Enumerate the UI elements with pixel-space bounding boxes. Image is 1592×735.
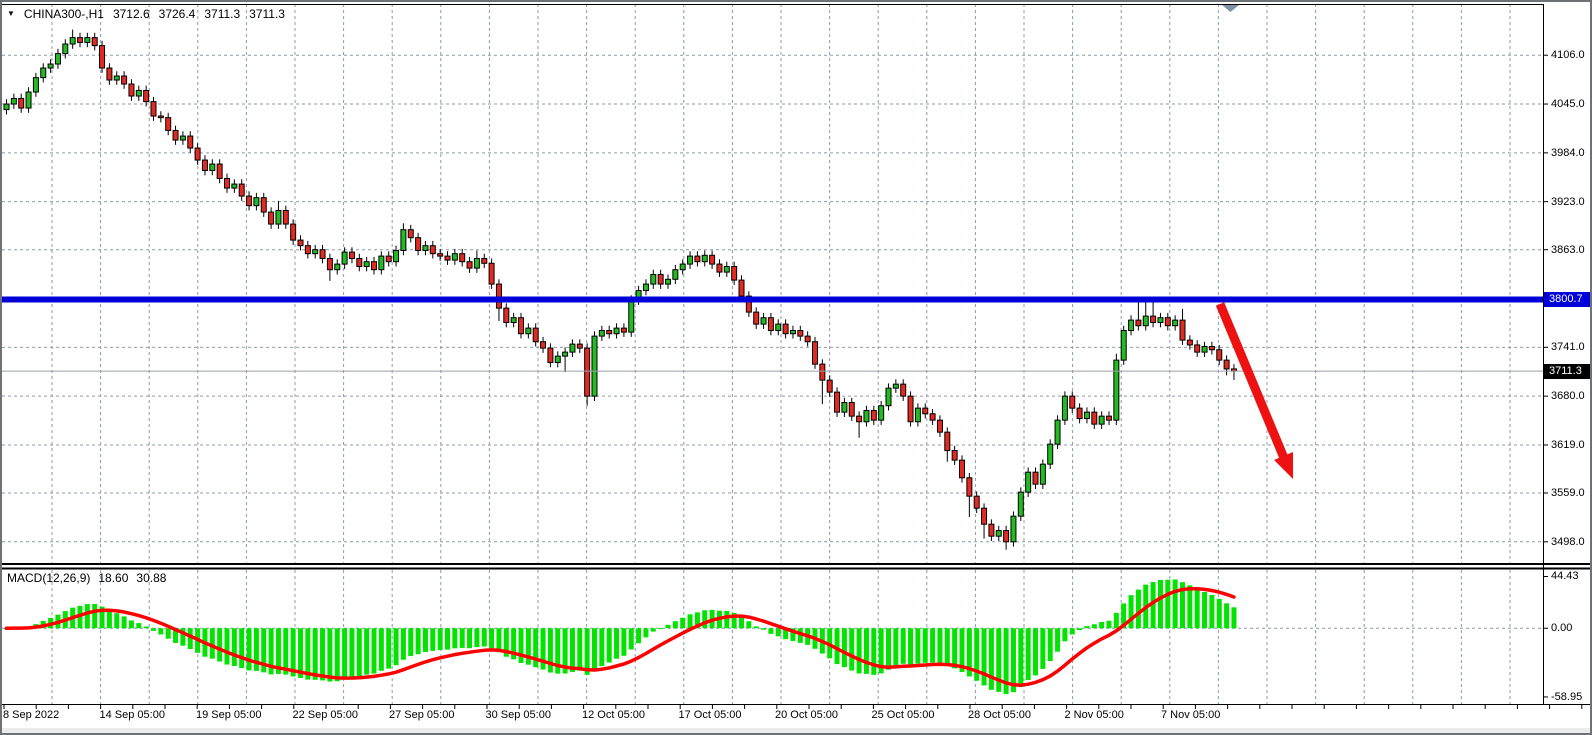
chart-shift-marker-icon <box>1222 5 1239 12</box>
time-tick-label: 7 Nov 05:00 <box>1161 709 1221 721</box>
macd-signal-value: 30.88 <box>136 571 167 585</box>
time-tick-label: 12 Oct 05:00 <box>582 709 645 721</box>
symbol-period-label: CHINA300-,H1 <box>23 7 104 21</box>
down-arrow-annotation <box>1215 302 1289 460</box>
price-tick-label: 3923.0 <box>1551 195 1585 208</box>
price-tick-label: 3984.0 <box>1551 146 1585 159</box>
price-tick-label: 3863.0 <box>1551 243 1585 256</box>
time-tick-label: 14 Sep 05:00 <box>99 709 165 721</box>
ohlc-low: 3711.3 <box>204 7 241 21</box>
time-tick-label: 27 Sep 05:00 <box>389 709 455 721</box>
time-tick-label: 20 Oct 05:00 <box>775 709 838 721</box>
ohlc-close: 3711.3 <box>249 7 285 21</box>
price-tick-label: 3680.0 <box>1551 390 1585 403</box>
time-tick-label: 28 Oct 05:00 <box>968 709 1031 721</box>
time-tick-label: 25 Oct 05:00 <box>871 709 935 721</box>
ohlc-open: 3712.6 <box>112 7 150 21</box>
time-tick-label: 2 Nov 05:00 <box>1064 709 1124 721</box>
macd-name: MACD(12,26,9) <box>7 571 91 585</box>
price-tick-label: 3741.0 <box>1551 341 1585 354</box>
ohlc-high: 3726.4 <box>158 7 196 21</box>
price-tick-label: 3559.0 <box>1551 486 1585 499</box>
chart-title: ▼ CHINA300-,H1 3712.6 3726.4 3711.3 3711… <box>7 7 285 21</box>
price-tick-label: 3619.0 <box>1551 438 1585 451</box>
price-tick-label: 4045.0 <box>1551 98 1585 111</box>
time-tick-label: 22 Sep 05:00 <box>292 709 358 721</box>
price-badge: 3800.7 <box>1544 292 1592 308</box>
price-tick-label: 4106.0 <box>1551 49 1585 62</box>
macd-tick-label: 44.43 <box>1551 570 1579 583</box>
time-tick-label: 8 Sep 2022 <box>3 709 60 721</box>
macd-tick-label: 0.00 <box>1551 622 1573 635</box>
price-tick-label: 3498.0 <box>1551 535 1585 548</box>
macd-indicator-label: MACD(12,26,9) 18.60 30.88 <box>7 571 166 585</box>
time-axis: 8 Sep 2022 14 Sep 05:00 19 Sep 05:00 22 Sep… <box>0 709 1592 725</box>
window-bottom-strip <box>0 727 1592 735</box>
price-badge: 3711.3 <box>1544 363 1592 379</box>
time-tick-label: 19 Sep 05:00 <box>196 709 262 721</box>
macd-tick-label: -58.95 <box>1551 690 1583 703</box>
time-tick-label: 30 Sep 05:00 <box>485 709 551 721</box>
symbol-dropdown-icon: ▼ <box>7 8 15 18</box>
macd-main-value: 18.60 <box>98 571 129 585</box>
time-tick-label: 17 Oct 05:00 <box>678 709 742 721</box>
